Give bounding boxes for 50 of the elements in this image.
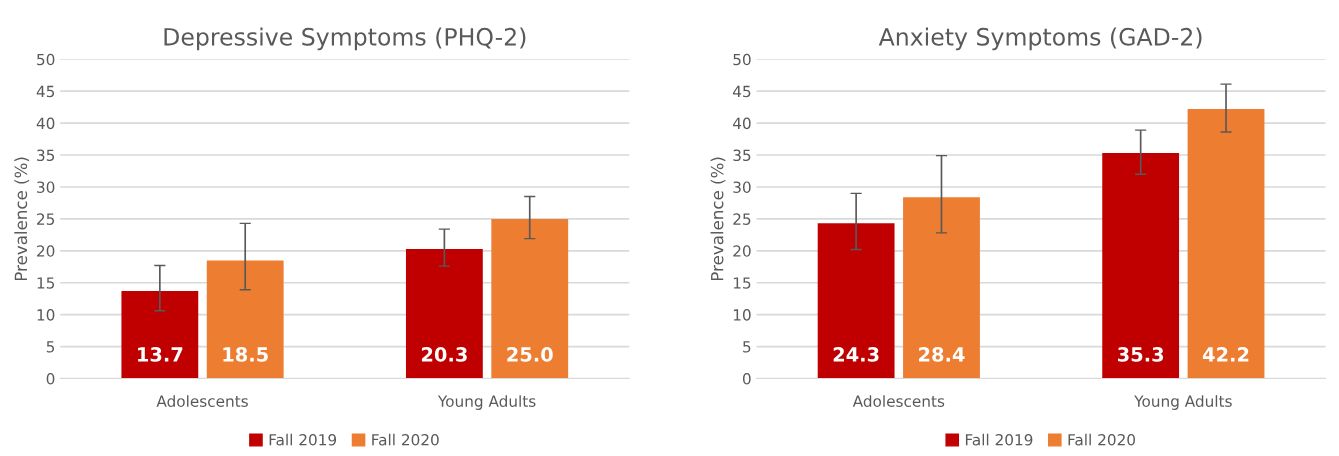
y-tick-label: 40: [36, 117, 55, 130]
y-axis-title: Prevalence (%): [14, 157, 30, 281]
y-tick-label: 5: [46, 341, 55, 353]
bar: [206, 260, 284, 379]
bar: [817, 223, 895, 379]
y-tick-label: 10: [37, 309, 55, 321]
bar: [121, 291, 199, 379]
y-tick-label: 35: [37, 149, 55, 162]
y-tick-label: 5: [743, 341, 751, 353]
bar: [1102, 153, 1180, 379]
y-tick-label: 30: [37, 181, 55, 193]
x-tick-label: Young Adults: [437, 395, 536, 410]
bar: [903, 197, 980, 379]
bar: [1187, 109, 1265, 379]
data-label: 24.3: [833, 347, 879, 362]
data-label: 25.0: [507, 347, 553, 362]
y-tick-label: 25: [37, 213, 55, 225]
data-label: 20.3: [421, 347, 467, 362]
bar: [405, 248, 483, 379]
y-tick-label: 15: [37, 277, 55, 289]
x-tick-label: Adolescents: [156, 395, 248, 407]
x-tick-label: Young Adults: [1134, 395, 1232, 410]
data-label: 13.7: [138, 347, 183, 362]
y-tick-label: 45: [36, 85, 55, 98]
data-label: 35.3: [1117, 347, 1164, 362]
y-tick-label: 25: [733, 213, 751, 225]
chart-title: Depressive Symptoms (PHQ-2): [164, 27, 526, 51]
y-tick-label: 35: [733, 149, 751, 162]
data-label: 28.4: [919, 347, 965, 362]
data-label: 18.5: [223, 347, 268, 362]
chart-title: Anxiety Symptoms (GAD-2): [878, 27, 1202, 51]
y-tick-label: 0: [742, 372, 751, 385]
y-tick-label: 40: [732, 117, 751, 130]
data-label: 42.2: [1202, 347, 1249, 362]
x-tick-label: Adolescents: [852, 395, 945, 407]
y-tick-label: 50: [733, 53, 751, 66]
y-tick-label: 15: [733, 277, 751, 289]
bar: [491, 218, 569, 379]
y-tick-label: 10: [733, 309, 751, 321]
legend-label: Fall 2019: [965, 433, 1033, 446]
y-tick-label: 20: [733, 245, 751, 257]
legend-label: Fall 2019: [269, 433, 337, 446]
y-axis-title: Prevalence (%): [710, 157, 726, 281]
legend-label: Fall 2020: [1068, 433, 1136, 446]
y-tick-label: 30: [733, 181, 751, 193]
y-tick-label: 50: [37, 53, 55, 66]
legend-label: Fall 2020: [372, 433, 439, 446]
y-tick-label: 0: [46, 372, 55, 385]
y-tick-label: 45: [732, 85, 751, 98]
y-tick-label: 20: [37, 245, 55, 257]
